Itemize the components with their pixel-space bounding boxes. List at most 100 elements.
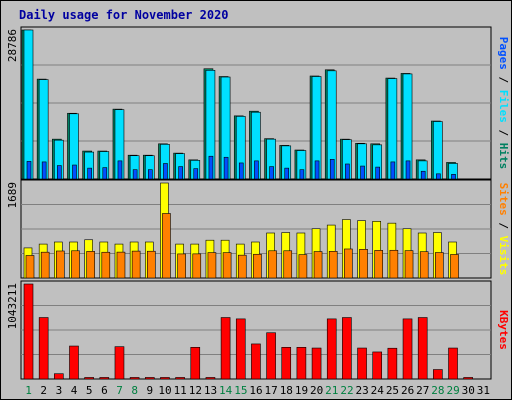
- panel-3: 1043211 KBytes: [6, 280, 510, 380]
- x-tick-label: 3: [56, 384, 63, 397]
- x-tick-label: 31: [477, 384, 490, 397]
- bar-sites-day-11: [177, 253, 186, 279]
- y-max-label: 1689: [6, 182, 19, 209]
- bar-kbytes-day-26: [402, 318, 413, 380]
- legend-visits: Visits: [497, 236, 510, 276]
- x-tick-label: 19: [295, 384, 308, 397]
- bar-pages-day-10: [163, 163, 168, 180]
- x-tick-label: 4: [71, 384, 78, 397]
- panel-2: 1689 Sites / Visits: [6, 179, 510, 279]
- x-tick-label: 6: [101, 384, 108, 397]
- x-tick-label: 2: [40, 384, 47, 397]
- bar-kbytes-day-30: [463, 377, 473, 380]
- y-max-label: 1043211: [6, 283, 19, 329]
- bar-sites-day-16: [253, 253, 262, 279]
- bar-sites-day-7: [116, 251, 126, 279]
- x-tick-label: 30: [462, 384, 475, 397]
- x-tick-label: 18: [280, 384, 293, 397]
- bar-sites-day-27: [419, 251, 429, 279]
- bar-kbytes-day-11: [175, 377, 185, 380]
- x-tick-label: 1: [25, 384, 32, 397]
- bar-pages-day-11: [178, 166, 183, 180]
- bar-pages-day-2: [41, 161, 47, 180]
- bar-sites-day-3: [56, 250, 65, 279]
- legend-hits: Hits: [497, 143, 510, 170]
- bar-pages-day-24: [375, 166, 381, 180]
- x-tick-label: 13: [204, 384, 217, 397]
- bar-pages-day-22: [345, 163, 350, 180]
- bar-pages-day-8: [132, 169, 138, 180]
- bar-pages-day-3: [57, 165, 62, 180]
- bar-kbytes-day-8: [129, 377, 140, 380]
- bar-kbytes-day-25: [387, 347, 398, 380]
- bar-kbytes-day-22: [342, 317, 352, 380]
- bar-kbytes-day-29: [448, 347, 458, 380]
- bar-pages-day-28: [436, 173, 441, 180]
- x-tick-label: 27: [416, 384, 429, 397]
- bar-kbytes-day-27: [417, 317, 428, 380]
- bar-pages-day-21: [329, 159, 335, 180]
- x-tick-label: 16: [249, 384, 262, 397]
- bar-pages-day-6: [102, 167, 108, 180]
- bar-kbytes-day-20: [311, 347, 322, 380]
- bar-sites-day-9: [146, 250, 156, 279]
- bar-kbytes-day-13: [205, 377, 216, 380]
- y-max-label: 28786: [6, 29, 19, 62]
- x-tick-label: 17: [265, 384, 278, 397]
- bar-pages-day-13: [208, 155, 214, 180]
- bar-sites-day-28: [435, 252, 444, 279]
- bar-pages-day-18: [284, 167, 290, 180]
- legend-separator: /: [497, 216, 510, 236]
- bar-pages-day-20: [314, 160, 320, 180]
- bar-sites-day-24: [374, 250, 384, 279]
- bar-pages-day-26: [405, 160, 411, 180]
- bar-kbytes-day-18: [281, 347, 292, 380]
- bar-sites-day-26: [404, 250, 414, 279]
- bar-kbytes-day-19: [296, 347, 307, 380]
- x-tick-label: 28: [431, 384, 444, 397]
- legend-separator: /: [497, 70, 510, 90]
- bar-kbytes-day-7: [114, 346, 125, 380]
- bar-kbytes-day-3: [54, 373, 64, 380]
- bar-pages-day-27: [420, 170, 426, 180]
- bar-pages-day-19: [299, 169, 305, 180]
- x-tick-label: 12: [189, 384, 202, 397]
- bar-sites-day-15: [237, 254, 247, 279]
- side-legend: Pages / Files / Hits: [497, 37, 510, 170]
- bar-kbytes-day-9: [144, 377, 155, 380]
- bar-kbytes-day-17: [266, 332, 276, 380]
- bar-sites-day-6: [101, 251, 111, 279]
- bar-sites-day-18: [283, 250, 293, 279]
- bar-pages-day-4: [72, 164, 77, 180]
- bar-pages-day-23: [360, 165, 365, 180]
- bar-sites-day-13: [207, 252, 217, 279]
- x-tick-label: 25: [386, 384, 399, 397]
- bar-pages-day-7: [117, 160, 123, 180]
- x-tick-label: 8: [131, 384, 138, 397]
- bar-kbytes-day-21: [326, 318, 337, 380]
- bar-kbytes-day-2: [38, 317, 49, 380]
- bar-sites-day-12: [192, 253, 202, 279]
- bar-files-day-1: [23, 29, 34, 180]
- legend-kbytes: KBytes: [497, 310, 510, 350]
- bar-sites-day-10: [162, 213, 171, 279]
- bar-sites-day-2: [40, 251, 50, 279]
- bar-pages-day-16: [254, 160, 259, 180]
- bar-sites-day-17: [268, 250, 277, 279]
- bar-pages-day-14: [223, 156, 229, 180]
- legend-pages: Pages: [497, 37, 510, 70]
- bar-kbytes-day-16: [251, 343, 261, 380]
- bar-sites-day-19: [298, 254, 308, 279]
- x-tick-label: 9: [147, 384, 154, 397]
- bar-sites-day-14: [222, 252, 232, 279]
- x-tick-label: 14: [219, 384, 233, 397]
- x-tick-label: 11: [174, 384, 187, 397]
- bar-sites-day-4: [71, 250, 80, 279]
- bar-kbytes-day-28: [433, 369, 443, 380]
- bar-pages-day-12: [193, 168, 199, 180]
- side-legend: KBytes: [497, 310, 510, 350]
- legend-files: Files: [497, 90, 510, 123]
- bar-sites-day-29: [450, 254, 459, 279]
- bar-pages-day-29: [451, 174, 456, 180]
- bar-pages-day-5: [87, 167, 92, 180]
